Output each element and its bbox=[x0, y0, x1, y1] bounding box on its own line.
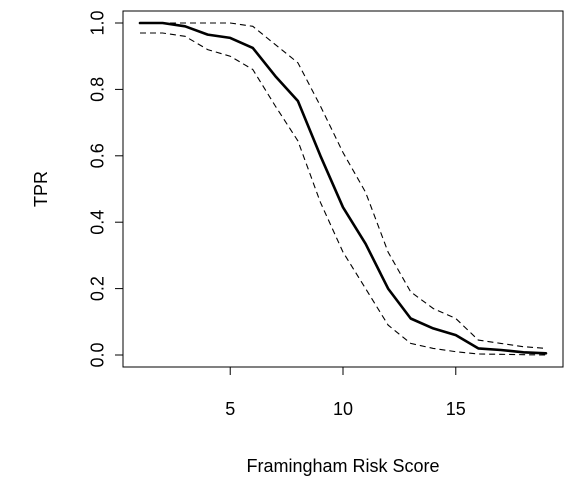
x-tick-label: 5 bbox=[225, 399, 235, 419]
y-tick-label: 1.0 bbox=[87, 10, 107, 35]
y-tick-label: 0.8 bbox=[87, 77, 107, 102]
tpr-lower-bound-line bbox=[140, 32, 547, 356]
plot-area bbox=[122, 10, 564, 368]
x-tick-label: 10 bbox=[333, 399, 353, 419]
plot-frame bbox=[122, 10, 564, 368]
y-tick-label: 0.2 bbox=[87, 276, 107, 301]
tpr-upper-bound-line bbox=[140, 22, 547, 349]
y-tick-label: 0.0 bbox=[87, 342, 107, 367]
y-tick-label: 0.6 bbox=[87, 143, 107, 168]
y-tick-label: 0.4 bbox=[87, 210, 107, 235]
x-axis: 5 10 15 bbox=[225, 367, 466, 419]
series-layer bbox=[138, 21, 548, 356]
x-tick-label: 15 bbox=[446, 399, 466, 419]
tpr-estimate-line bbox=[138, 21, 548, 355]
y-axis: 0.0 0.2 0.4 0.6 0.8 1.0 bbox=[87, 10, 123, 368]
y-axis-title: TPR bbox=[31, 171, 51, 207]
x-axis-title: Framingham Risk Score bbox=[246, 456, 439, 476]
